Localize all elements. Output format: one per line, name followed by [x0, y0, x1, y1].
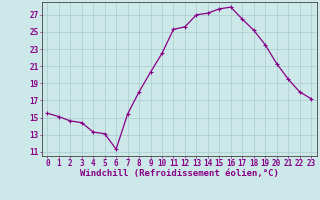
X-axis label: Windchill (Refroidissement éolien,°C): Windchill (Refroidissement éolien,°C)	[80, 169, 279, 178]
